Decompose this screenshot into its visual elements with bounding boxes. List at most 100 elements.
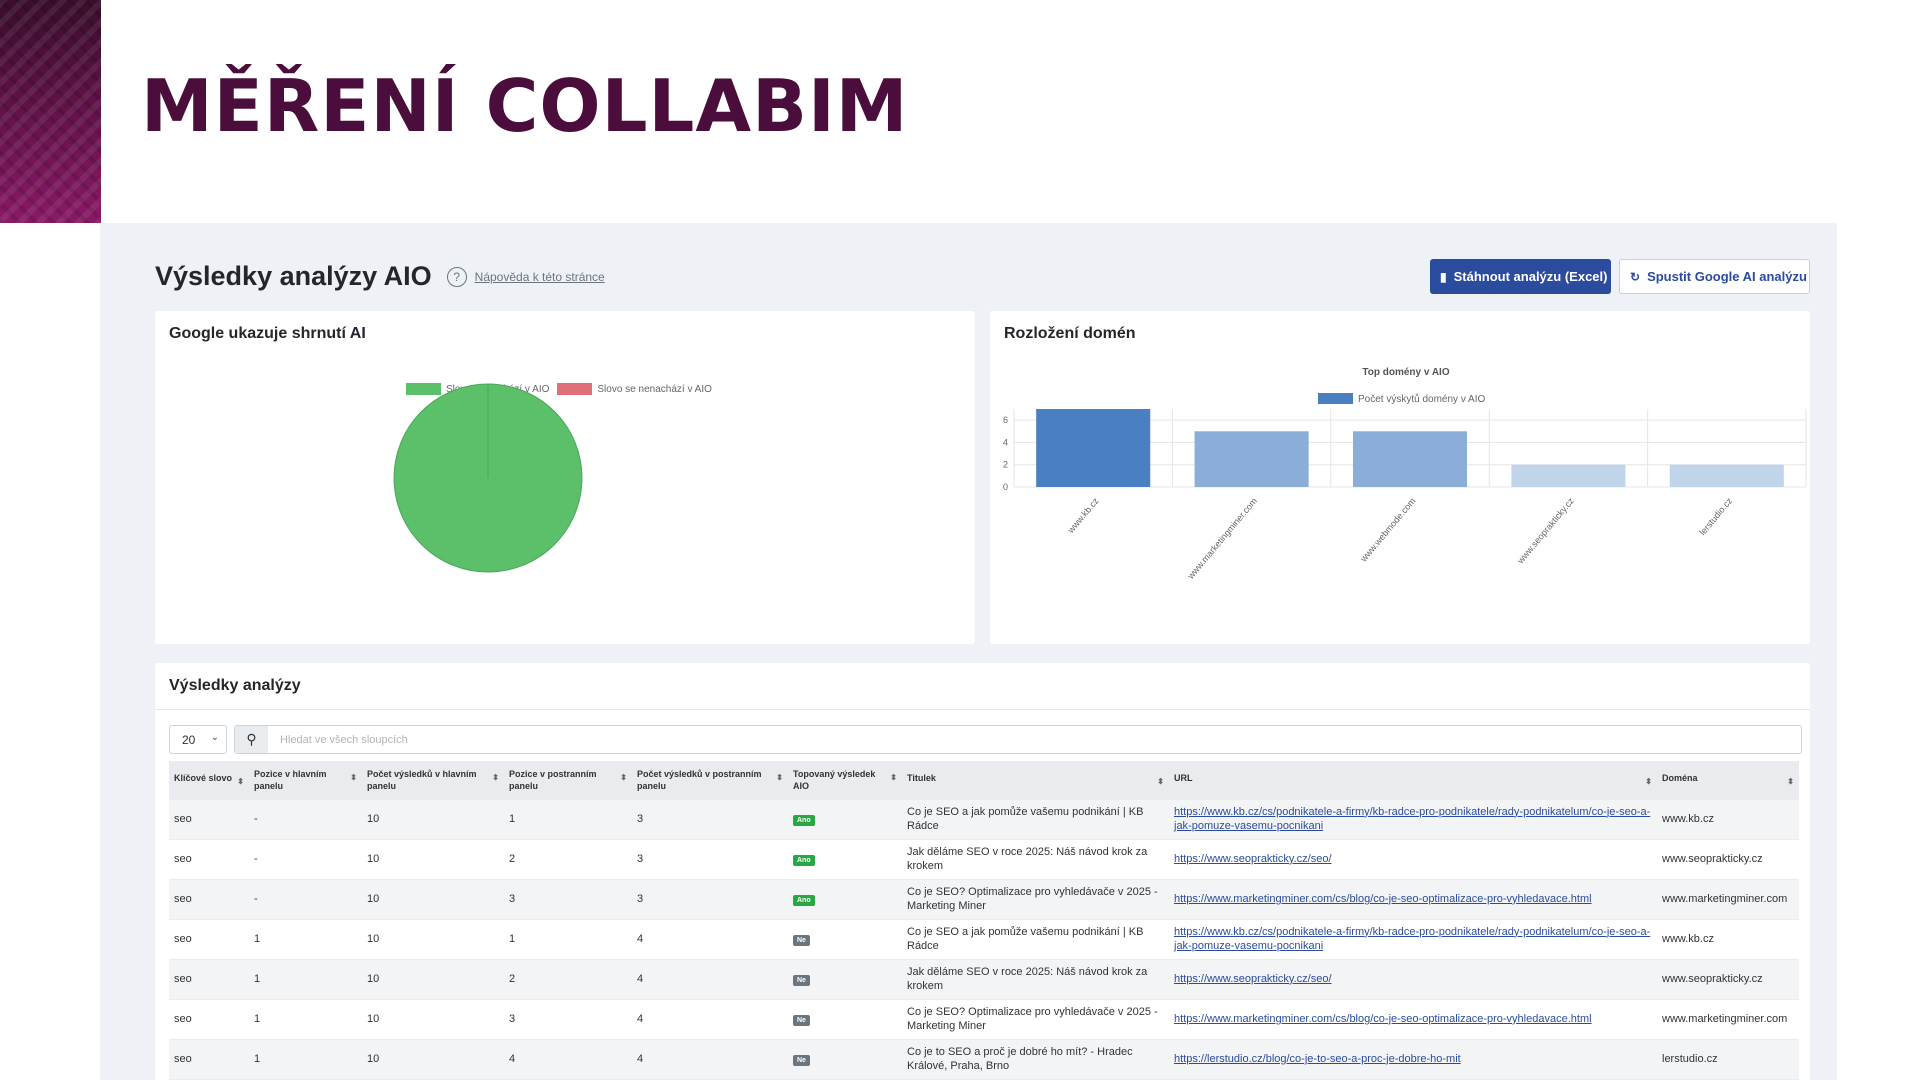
bar[interactable] bbox=[1669, 464, 1784, 487]
column-header[interactable]: ⬍ Pozice v hlavním panelu bbox=[249, 761, 362, 799]
column-header[interactable]: ⬍ Klíčové slovo bbox=[169, 761, 249, 799]
file-icon: ▮ bbox=[1440, 269, 1447, 284]
column-header[interactable]: ⬍ URL bbox=[1169, 761, 1657, 799]
table-toolbar: 20 ⌄ ⚲ Hledat ve všech sloupcích bbox=[169, 725, 1802, 754]
cell-domain: www.seoprakticky.cz bbox=[1657, 958, 1799, 999]
bar[interactable] bbox=[1194, 431, 1309, 487]
sort-icon[interactable]: ⬍ bbox=[1787, 776, 1794, 786]
cell-top: Ne bbox=[788, 1038, 902, 1079]
cell-title: Co je SEO a jak pomůže vašemu podnikání … bbox=[902, 918, 1169, 959]
bar[interactable] bbox=[1352, 431, 1468, 487]
legend-label-absent[interactable]: Slovo se nenachází v AIO bbox=[597, 383, 712, 395]
column-header-label: Klíčové slovo bbox=[174, 772, 233, 783]
x-tick-label: lerstudio.cz bbox=[1697, 495, 1734, 537]
run-ai-analysis-label: Spustit Google AI analýzu bbox=[1647, 269, 1807, 284]
legend-swatch-present bbox=[406, 383, 441, 395]
cell-keyword: seo bbox=[169, 918, 249, 959]
cell-side-pos: 2 bbox=[504, 838, 632, 879]
cell-main-pos: 1 bbox=[249, 998, 362, 1039]
cell-domain: www.marketingminer.com bbox=[1657, 998, 1799, 1039]
column-header[interactable]: ⬍ Doména bbox=[1657, 761, 1799, 799]
sort-icon[interactable]: ⬍ bbox=[492, 772, 499, 782]
bar[interactable] bbox=[1036, 409, 1151, 487]
column-header[interactable]: ⬍ Topovaný výsledek AIO bbox=[788, 761, 902, 799]
sort-icon[interactable]: ⬍ bbox=[776, 772, 783, 782]
top-result-badge: Ano bbox=[793, 814, 815, 826]
result-url-link[interactable]: https://www.marketingminer.com/cs/blog/c… bbox=[1174, 1012, 1592, 1025]
search-icon[interactable]: ⚲ bbox=[235, 726, 268, 753]
sort-icon[interactable]: ⬍ bbox=[890, 772, 897, 782]
result-url-link[interactable]: https://www.seoprakticky.cz/seo/ bbox=[1174, 972, 1332, 985]
cell-title: Co je SEO? Optimalizace pro vyhledávače … bbox=[902, 878, 1169, 919]
bar-chart: Top domény v AIO Počet výskytů domény v A… bbox=[1003, 367, 1807, 582]
table-row[interactable]: seo -10 1 3 Ano Co je SEO a jak pomůže vašemu… bbox=[169, 798, 1799, 839]
table-row[interactable]: seo -10 3 3 Ano Co je SEO? Optimalizace pro v… bbox=[169, 878, 1799, 919]
column-header[interactable]: ⬍ Počet výsledků v hlavním panelu bbox=[362, 761, 504, 799]
cell-keyword: seo bbox=[169, 838, 249, 879]
cell-main-count: 10 bbox=[362, 1038, 504, 1079]
result-url-link[interactable]: https://www.kb.cz/cs/podnikatele-a-firmy… bbox=[1174, 925, 1651, 952]
cell-title: Jak děláme SEO v roce 2025: Náš návod kr… bbox=[902, 838, 1169, 879]
decorative-pattern bbox=[0, 0, 101, 223]
y-tick-label: 2 bbox=[1003, 460, 1008, 470]
cell-url: https://www.seoprakticky.cz/seo/ bbox=[1169, 838, 1657, 879]
run-ai-analysis-button[interactable]: ↻ Spustit Google AI analýzu bbox=[1619, 259, 1810, 294]
cell-top: Ano bbox=[788, 798, 902, 839]
help-link[interactable]: Nápověda k této stránce bbox=[474, 269, 605, 284]
x-tick-label: www.seoprakticky.cz bbox=[1515, 495, 1577, 566]
cell-side-count: 4 bbox=[632, 998, 788, 1039]
cell-side-count: 4 bbox=[632, 918, 788, 959]
cell-title: Co je SEO? Optimalizace pro vyhledávače … bbox=[902, 998, 1169, 1039]
page-size-select[interactable]: 20 ⌄ bbox=[169, 725, 227, 754]
y-tick-label: 0 bbox=[1003, 482, 1008, 492]
help-icon[interactable]: ? bbox=[446, 266, 467, 287]
legend-swatch-count bbox=[1318, 393, 1353, 404]
column-header[interactable]: ⬍ Pozice v postranním panelu bbox=[504, 761, 632, 799]
table-header-row: ⬍ Klíčové slovo ⬍ Pozice v hlavním panelu ⬍ P… bbox=[169, 761, 1799, 799]
y-tick-label: 4 bbox=[1003, 437, 1008, 447]
cell-title: Co je to SEO a proč je dobré ho mít? - H… bbox=[902, 1038, 1169, 1079]
cell-top: Ne bbox=[788, 958, 902, 999]
cell-url: https://www.marketingminer.com/cs/blog/c… bbox=[1169, 998, 1657, 1039]
cell-url: https://www.kb.cz/cs/podnikatele-a-firmy… bbox=[1169, 918, 1657, 959]
column-header-label: Doména bbox=[1662, 772, 1698, 783]
cell-main-pos: - bbox=[249, 798, 362, 839]
table-row[interactable]: seo -10 2 3 Ano Jak děláme SEO v roce 2025: N… bbox=[169, 838, 1799, 879]
bar[interactable] bbox=[1511, 464, 1626, 487]
cell-domain: lerstudio.cz bbox=[1657, 1038, 1799, 1079]
result-url-link[interactable]: https://www.kb.cz/cs/podnikatele-a-firmy… bbox=[1174, 805, 1651, 832]
table-row[interactable]: seo 1 10 2 4 Ne Jak děláme SEO v roce 2025: Ná… bbox=[169, 958, 1799, 999]
column-header-label: Pozice v postranním panelu bbox=[509, 768, 597, 791]
cell-title: Co je SEO a jak pomůže vašemu podnikání … bbox=[902, 798, 1169, 839]
cell-keyword: seo bbox=[169, 998, 249, 1039]
app-window: Výsledky analýzy AIO ? Nápověda k této s… bbox=[100, 223, 1837, 1080]
table-row[interactable]: seo 1 10 4 4 Ne Co je to SEO a proč je dobré h… bbox=[169, 1038, 1799, 1079]
sort-icon[interactable]: ⬍ bbox=[620, 772, 627, 782]
download-excel-button[interactable]: ▮ Stáhnout analýzu (Excel) bbox=[1430, 259, 1611, 294]
cell-top: Ano bbox=[788, 878, 902, 919]
pie-chart bbox=[393, 383, 583, 573]
cell-main-pos: - bbox=[249, 878, 362, 919]
pie-card-title: Google ukazuje shrnutí AI bbox=[169, 325, 366, 342]
sort-icon[interactable]: ⬍ bbox=[1157, 776, 1164, 786]
result-url-link[interactable]: https://www.seoprakticky.cz/seo/ bbox=[1174, 852, 1332, 865]
table-row[interactable]: seo 1 10 1 4 Ne Co je SEO a jak pomůže vašemu … bbox=[169, 918, 1799, 959]
sort-icon[interactable]: ⬍ bbox=[237, 776, 244, 786]
table-row[interactable]: seo 1 10 3 4 Ne Co je SEO? Optimalizace pro vy… bbox=[169, 998, 1799, 1039]
cell-keyword: seo bbox=[169, 1038, 249, 1079]
search-field[interactable]: ⚲ Hledat ve všech sloupcích bbox=[234, 725, 1802, 754]
cell-main-count: 10 bbox=[362, 998, 504, 1039]
column-header[interactable]: ⬍ Titulek bbox=[902, 761, 1169, 799]
column-header[interactable]: ⬍ Počet výsledků v postranním panelu bbox=[632, 761, 788, 799]
result-url-link[interactable]: https://lerstudio.cz/blog/co-je-to-seo-a… bbox=[1174, 1052, 1461, 1065]
cell-url: https://www.kb.cz/cs/podnikatele-a-firmy… bbox=[1169, 798, 1657, 839]
y-tick-label: 6 bbox=[1003, 415, 1008, 425]
sort-icon[interactable]: ⬍ bbox=[350, 772, 357, 782]
top-result-badge: Ne bbox=[793, 1014, 810, 1026]
search-input[interactable]: Hledat ve všech sloupcích bbox=[280, 733, 408, 746]
legend-label-count[interactable]: Počet výskytů domény v AIO bbox=[1358, 393, 1485, 405]
result-url-link[interactable]: https://www.marketingminer.com/cs/blog/c… bbox=[1174, 892, 1592, 905]
sort-icon[interactable]: ⬍ bbox=[1645, 776, 1652, 786]
cell-main-count: 10 bbox=[362, 878, 504, 919]
slide-title: MĚŘENÍ COLLABIM bbox=[141, 64, 909, 148]
